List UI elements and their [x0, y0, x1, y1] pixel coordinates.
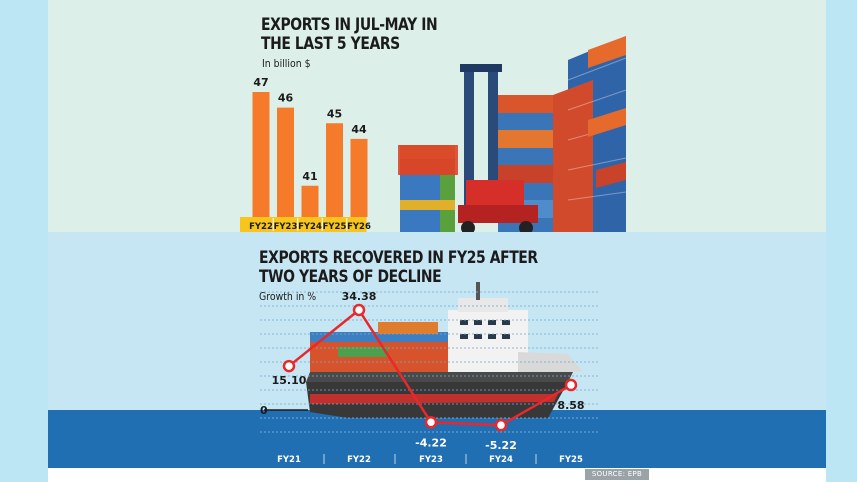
line-chart: 0 15.10 34.38 -4.22 -5.22 8.58 FY21 FY22 FY23 FY2…	[260, 290, 600, 465]
source-badge: SOURCE: EPB	[585, 469, 649, 480]
bar-value-label: 46	[278, 92, 294, 105]
line-value-label: -5.22	[485, 439, 517, 452]
line-tick-label: FY22	[347, 455, 371, 465]
line-point-FY21	[282, 359, 296, 373]
line-tick-label: FY23	[419, 455, 443, 465]
line-point-FY22	[352, 303, 366, 317]
bar-value-label: 44	[351, 123, 367, 136]
bar-tick-label: FY23	[274, 222, 298, 232]
bar-value-label: 47	[253, 76, 268, 89]
bar-FY26	[350, 138, 368, 217]
line-point-FY24	[494, 418, 508, 432]
line-tick-label: FY21	[277, 455, 301, 465]
bar-value-label: 41	[302, 170, 317, 183]
bar-tick-label: FY24	[298, 222, 322, 232]
container-stack-right	[553, 36, 627, 232]
straddle-crane	[398, 64, 538, 232]
bar-FY23	[277, 107, 294, 217]
line-value-label: 34.38	[342, 290, 377, 303]
line-chart-title-line-1: EXPORTS RECOVERED IN FY25 AFTER	[259, 248, 538, 268]
line-chart-title-line-2: TWO YEARS OF DECLINE	[259, 267, 442, 287]
port-containers-crane-illustration	[398, 36, 627, 232]
infographic-panel: EXPORTS IN JUL-MAY IN THE LAST 5 YEARS I…	[48, 0, 826, 482]
line-value-label: -4.22	[415, 436, 447, 449]
line-chart-unit: Growth in %	[259, 290, 317, 303]
line-value-label: 15.10	[272, 374, 307, 387]
line-series	[288, 308, 572, 427]
bar-tick-label: FY22	[249, 222, 273, 232]
bar-tick-label: FY25	[323, 222, 347, 232]
line-point-FY25	[564, 378, 578, 392]
bar-axis-band	[240, 217, 367, 232]
line-tick-label: FY24	[489, 455, 513, 465]
line-chart-title: EXPORTS RECOVERED IN FY25 AFTER TWO YEAR…	[259, 249, 538, 287]
bar-chart-title-line-2: THE LAST 5 YEARS	[261, 34, 400, 54]
bar-chart: 47 FY22 46 FY23 41 FY24 45 FY25 44 FY26	[240, 76, 371, 232]
sea-band	[48, 410, 826, 468]
bar-FY22	[252, 92, 270, 217]
line-point-FY23	[424, 416, 438, 429]
line-value-label: 8.58	[557, 399, 584, 412]
bar-chart-title-line-1: EXPORTS IN JUL-MAY IN	[261, 15, 438, 35]
container-ship-illustration	[306, 282, 583, 418]
bar-value-label: 45	[327, 107, 342, 120]
bar-FY24	[301, 185, 319, 217]
bar-FY25	[326, 123, 343, 217]
line-tick-label: FY25	[559, 455, 583, 465]
bar-chart-unit: In billion $	[262, 57, 311, 70]
bar-chart-title: EXPORTS IN JUL-MAY IN THE LAST 5 YEARS	[261, 15, 438, 54]
zero-label: 0	[260, 404, 268, 417]
bar-tick-label: FY26	[347, 222, 371, 232]
